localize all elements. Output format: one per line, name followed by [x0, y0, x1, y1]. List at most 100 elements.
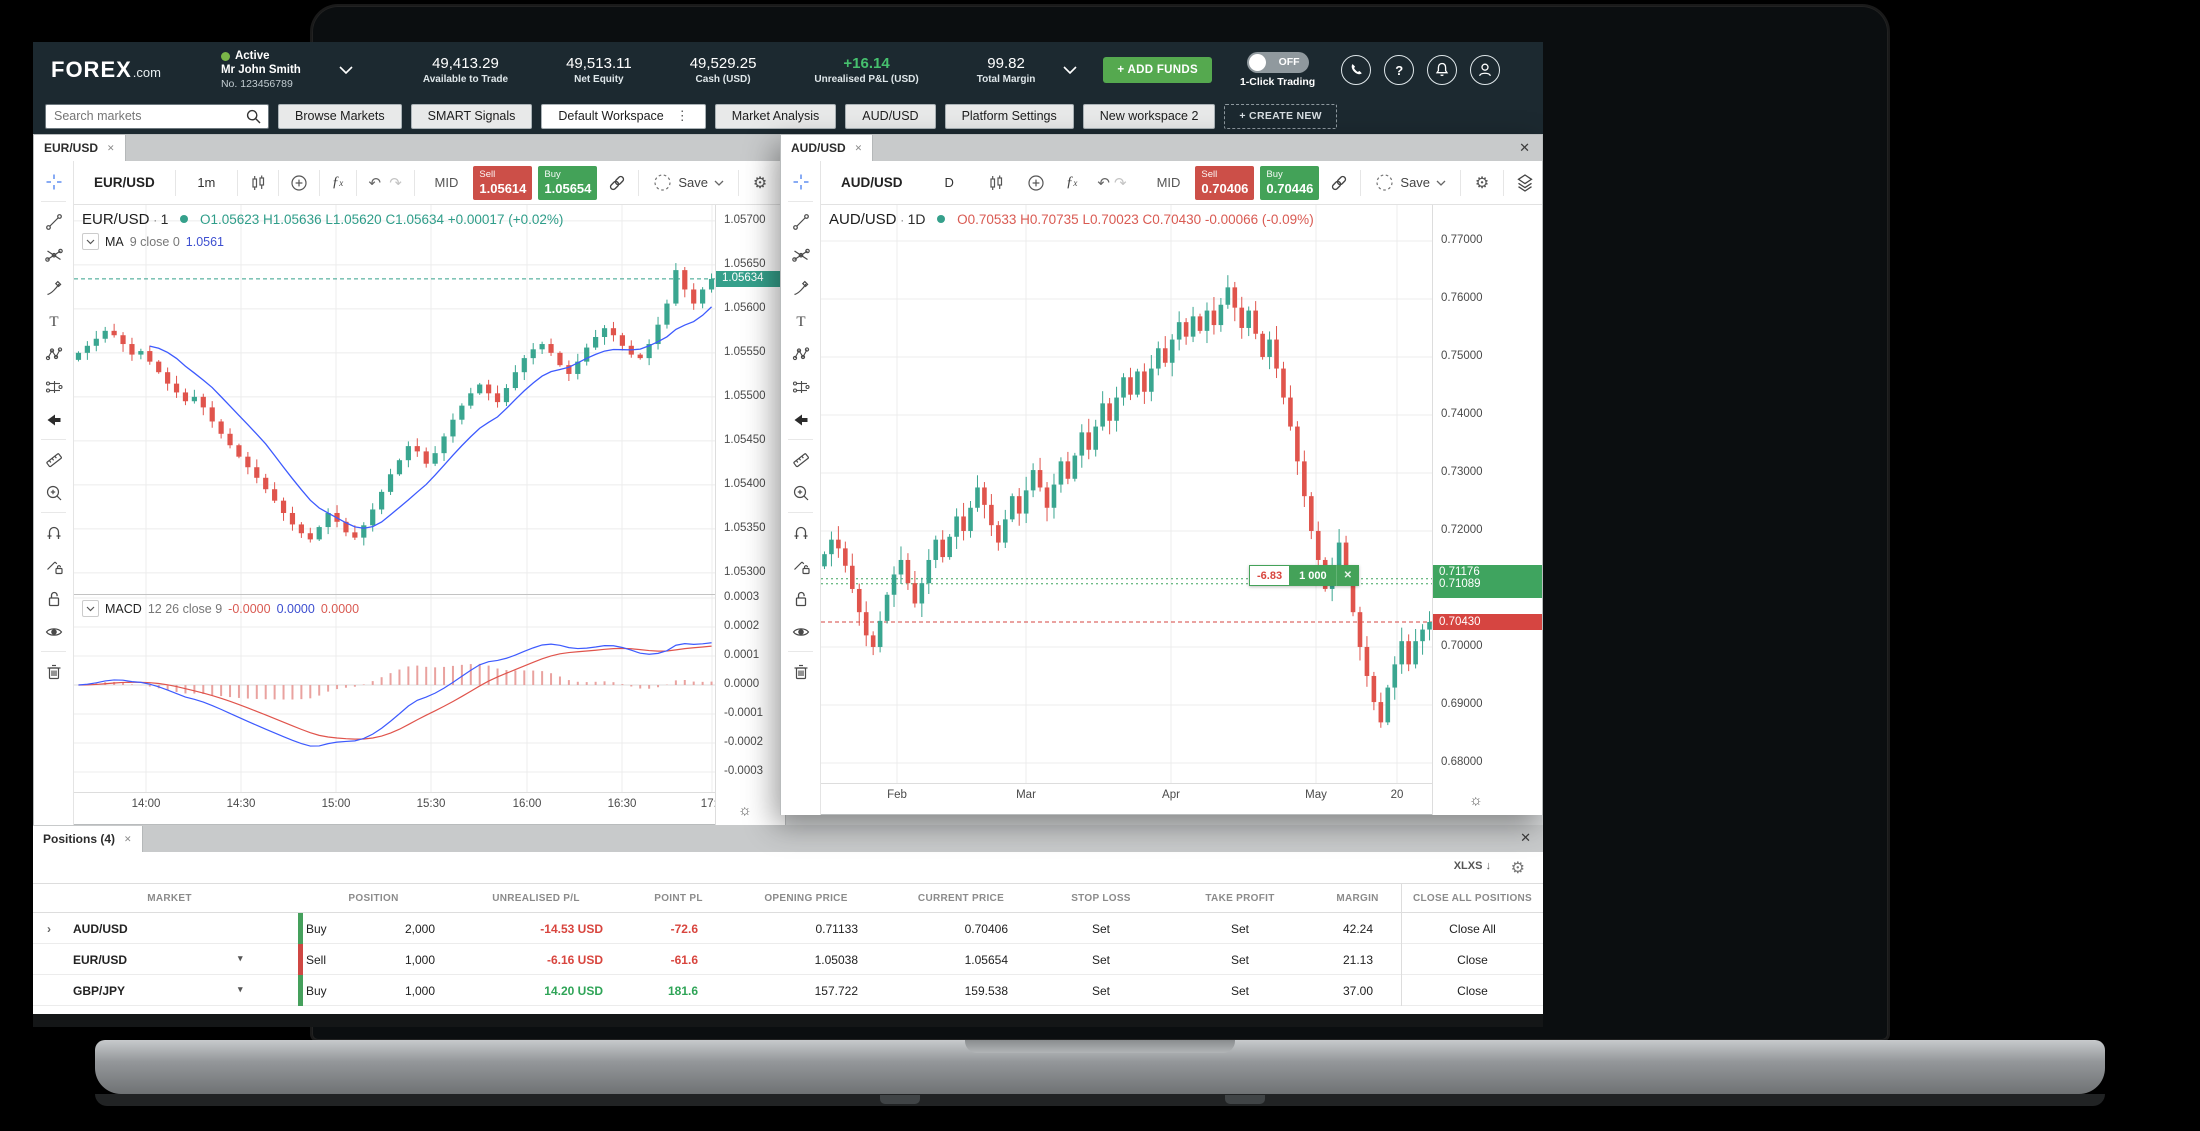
chart-settings-gear-icon[interactable]: ⚙ [1474, 174, 1490, 192]
tab-positions[interactable]: Positions (4) ✕ [33, 826, 143, 852]
table-row[interactable]: EUR/USD ▾ Sell 1,000 -6.16 USD -61.6 1.05038 1.… [33, 944, 1543, 975]
tool-eye-icon[interactable] [34, 615, 73, 648]
tool-draw-lock-icon[interactable] [34, 549, 73, 582]
tool-brush-icon[interactable] [781, 271, 820, 304]
macd-collapse-chevron-icon[interactable] [82, 600, 99, 617]
market-dropdown-icon[interactable]: ▾ [238, 952, 243, 963]
tab-audusd[interactable]: AUD/USD ✕ [781, 135, 874, 161]
candle-style-icon[interactable] [986, 168, 1006, 198]
take-profit-set-button[interactable]: Set [1230, 921, 1249, 936]
close-positions-panel-icon[interactable]: ✕ [1520, 830, 1531, 845]
redo-icon[interactable]: ↷ [389, 174, 402, 192]
timeframe-button[interactable]: D [944, 175, 954, 190]
aud-axis-settings-icon[interactable]: ☼ [1469, 792, 1483, 809]
symbol-button[interactable]: EUR/USD [94, 175, 155, 190]
close-tab-icon[interactable]: ✕ [854, 142, 863, 153]
eur-price-axis[interactable]: 1.05634 ☼ 1.05700 1.05650 1.05600 1.05550 1.… [715, 205, 785, 825]
save-layout-button[interactable]: Save [1367, 173, 1454, 192]
workspace-tab-smart-signals[interactable]: SMART Signals [410, 103, 533, 129]
tool-fibonacci-icon[interactable] [34, 238, 73, 271]
account-chevron-down-icon[interactable] [339, 66, 353, 74]
workspace-tab-platform-settings[interactable]: Platform Settings [944, 103, 1074, 129]
tool-trend-line-icon[interactable] [34, 205, 73, 238]
account-summary[interactable]: Active Mr John Smith No. 123456789 [220, 49, 301, 91]
tool-long-position-icon[interactable] [34, 370, 73, 403]
compare-add-icon[interactable] [289, 168, 309, 198]
tool-ruler-icon[interactable] [781, 443, 820, 476]
stop-loss-set-button[interactable]: Set [1091, 921, 1110, 936]
macd-canvas[interactable] [74, 595, 715, 792]
one-click-toggle[interactable]: OFF [1246, 52, 1309, 73]
search-input[interactable] [52, 108, 245, 124]
link-charts-icon[interactable] [1324, 168, 1354, 198]
tool-pattern-icon[interactable] [781, 337, 820, 370]
tool-ruler-icon[interactable] [34, 443, 73, 476]
undo-icon[interactable]: ↶ [1097, 174, 1110, 192]
aud-chart-canvas[interactable] [821, 205, 1432, 783]
tool-pattern-icon[interactable] [34, 337, 73, 370]
close-position-button[interactable]: Close [1401, 975, 1543, 1006]
mid-price-button[interactable]: MID [1156, 175, 1181, 190]
sell-button[interactable]: Sell 1.05614 [473, 165, 533, 200]
tool-lock-icon[interactable] [781, 582, 820, 615]
eur-macd-pane[interactable]: MACD 12 26 close 9 -0.0000 0.0000 0.0000 [74, 595, 715, 792]
buy-button[interactable]: Buy 1.05654 [538, 165, 598, 200]
positions-settings-gear-icon[interactable]: ⚙ [1510, 860, 1525, 877]
candle-style-icon[interactable] [248, 168, 268, 198]
profile-icon[interactable] [1470, 55, 1501, 85]
sell-button[interactable]: Sell 0.70406 [1195, 165, 1255, 200]
close-position-icon[interactable]: ✕ [1336, 565, 1359, 586]
tool-magnet-icon[interactable] [34, 516, 73, 549]
take-profit-set-button[interactable]: Set [1230, 952, 1249, 967]
eur-chart-canvas[interactable] [74, 205, 715, 595]
stats-chevron-down-icon[interactable] [1063, 66, 1077, 74]
tool-magnet-icon[interactable] [781, 516, 820, 549]
tool-text-icon[interactable]: T [781, 304, 820, 337]
tool-arrow-icon[interactable] [34, 403, 73, 436]
tool-arrow-icon[interactable] [781, 403, 820, 436]
workspace-tab-browse-markets[interactable]: Browse Markets [278, 103, 402, 129]
notifications-bell-icon[interactable] [1427, 55, 1458, 85]
create-workspace-button[interactable]: + CREATE NEW [1224, 103, 1337, 129]
tool-trash-icon[interactable] [781, 655, 820, 688]
aud-price-axis[interactable]: 0.71176 0.71089 0.70430 ☼ 0.77000 0.76000… [1432, 205, 1542, 815]
eur-axis-settings-icon[interactable]: ☼ [738, 802, 752, 819]
tool-eye-icon[interactable] [781, 615, 820, 648]
table-row[interactable]: › AUD/USD Buy 2,000 -14.53 USD -72.6 0.71133 0.… [33, 913, 1543, 944]
aud-price-pane[interactable]: AUD/USD · 1D O0.70533 H0.70735 L0.70023 … [821, 205, 1432, 783]
save-layout-button[interactable]: Save [645, 173, 732, 192]
forex-logo[interactable]: FOREX .com [51, 57, 161, 83]
tool-fibonacci-icon[interactable] [781, 238, 820, 271]
timeframe-button[interactable]: 1m [197, 175, 216, 190]
tool-zoom-in-icon[interactable] [781, 476, 820, 509]
workspace-tab-market-analysis[interactable]: Market Analysis [714, 103, 837, 129]
tool-zoom-in-icon[interactable] [34, 476, 73, 509]
layers-icon[interactable] [1510, 168, 1540, 198]
mid-price-button[interactable]: MID [434, 175, 459, 190]
expand-chevron-icon[interactable]: › [47, 921, 51, 936]
workspace-tab-new-workspace-2[interactable]: New workspace 2 [1082, 103, 1216, 129]
tool-trash-icon[interactable] [34, 655, 73, 688]
stop-loss-set-button[interactable]: Set [1091, 952, 1110, 967]
aud-time-axis[interactable]: Feb Mar Apr May 20 [821, 783, 1432, 815]
eur-time-axis[interactable]: 14:00 14:30 15:00 15:30 16:00 16:30 17:0 [74, 792, 715, 825]
workspace-tab-default-workspace[interactable]: Default Workspace ⋮ [541, 103, 706, 129]
tool-trend-line-icon[interactable] [781, 205, 820, 238]
close-window-icon[interactable]: ✕ [1519, 140, 1530, 155]
tool-crosshair-icon[interactable] [34, 165, 73, 198]
undo-icon[interactable]: ↶ [368, 174, 382, 192]
search-markets-box[interactable] [45, 103, 269, 129]
table-row[interactable]: GBP/JPY ▾ Buy 1,000 14.20 USD 181.6 157.722 159… [33, 975, 1543, 1006]
market-dropdown-icon[interactable]: ▾ [238, 983, 243, 994]
compare-add-icon[interactable] [1026, 168, 1046, 198]
ma-collapse-chevron-icon[interactable] [82, 233, 99, 250]
kebab-menu-icon[interactable]: ⋮ [675, 108, 689, 123]
close-position-button[interactable]: Close All [1401, 913, 1543, 944]
export-xlxs-button[interactable]: XLXS ↓ [1453, 860, 1491, 872]
tab-eurusd[interactable]: EUR/USD ✕ [34, 135, 126, 161]
buy-button[interactable]: Buy 0.70446 [1260, 165, 1320, 200]
eur-price-pane[interactable]: EUR/USD · 1 O1.05623 H1.05636 L1.05620 C… [74, 205, 715, 595]
close-tab-icon[interactable]: ✕ [124, 833, 132, 844]
